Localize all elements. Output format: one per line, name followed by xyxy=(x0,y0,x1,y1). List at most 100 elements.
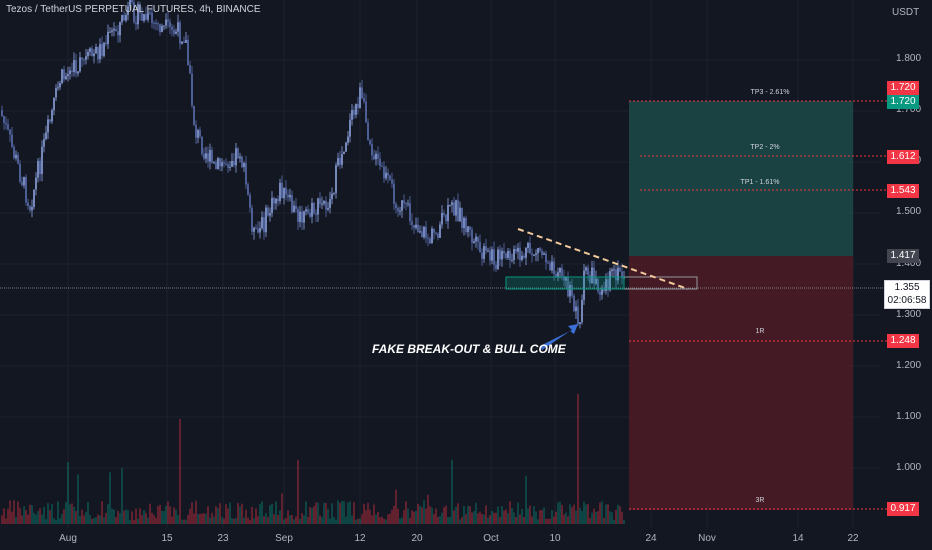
volume-bar xyxy=(79,515,81,524)
candle-body xyxy=(171,26,173,30)
volume-bar xyxy=(579,507,581,524)
volume-bar xyxy=(399,518,401,524)
volume-bar xyxy=(391,509,393,524)
candle-body xyxy=(537,248,539,254)
profit-zone[interactable] xyxy=(629,101,853,256)
candle-body xyxy=(121,15,123,23)
volume-bar xyxy=(567,516,569,524)
volume-bar xyxy=(621,511,623,524)
volume-bar xyxy=(159,504,161,524)
volume-bar xyxy=(361,514,363,524)
volume-bar xyxy=(99,515,101,524)
volume-bar xyxy=(385,519,387,524)
candle-body xyxy=(485,246,487,251)
volume-bar xyxy=(435,508,437,524)
volume-bar xyxy=(27,514,29,524)
candle-body xyxy=(557,272,559,277)
candle-body xyxy=(217,158,219,169)
volume-bar xyxy=(319,515,321,524)
candle-body xyxy=(259,228,261,233)
candle-body xyxy=(157,23,159,25)
volume-bar xyxy=(57,501,59,524)
candle-body xyxy=(229,166,231,168)
volume-bar xyxy=(263,516,265,524)
candle-body xyxy=(405,203,407,205)
volume-bar xyxy=(597,511,599,524)
volume-bar xyxy=(233,518,235,524)
volume-bar xyxy=(397,508,399,524)
candle-body xyxy=(389,175,391,180)
candle-body xyxy=(225,163,227,165)
candle-body xyxy=(469,226,471,230)
volume-bar xyxy=(93,517,95,524)
volume-bar xyxy=(201,513,203,524)
volume-bar xyxy=(525,475,527,524)
volume-bar xyxy=(71,503,73,524)
candle-body xyxy=(479,241,481,253)
candle-body xyxy=(147,12,149,20)
volume-bar xyxy=(455,506,457,524)
volume-bar xyxy=(601,501,603,524)
candle-body xyxy=(77,71,79,74)
candle-body xyxy=(343,151,345,155)
breakout-zone[interactable] xyxy=(505,276,625,290)
volume-bar xyxy=(477,513,479,524)
loss-zone[interactable] xyxy=(629,256,853,510)
volume-bar xyxy=(141,515,143,524)
time-tick: Sep xyxy=(275,533,293,544)
candle-body xyxy=(351,110,353,120)
candle-body xyxy=(561,268,563,277)
volume-bar xyxy=(431,507,433,524)
candle-body xyxy=(155,22,157,24)
volume-bar xyxy=(267,517,269,524)
volume-bar xyxy=(123,510,125,524)
candle-body xyxy=(507,251,509,258)
tp1-label: TP1 - 1.61% xyxy=(740,179,780,186)
candle-body xyxy=(51,110,53,122)
candle-body xyxy=(467,226,469,233)
volume-bar xyxy=(511,508,513,524)
volume-bar xyxy=(135,508,137,524)
candle-body xyxy=(91,48,93,57)
candle-body xyxy=(79,57,81,72)
volume-bar xyxy=(417,503,419,524)
volume-bar xyxy=(315,502,317,524)
candle-body xyxy=(323,200,325,204)
volume-bar xyxy=(145,512,147,524)
candle-body xyxy=(319,198,321,205)
candle-body xyxy=(357,104,359,108)
volume-bar xyxy=(617,504,619,524)
candle-body xyxy=(515,248,517,252)
candle-body xyxy=(197,130,199,138)
volume-bar xyxy=(537,519,539,524)
stop-price-tag: 1.248 xyxy=(887,334,919,348)
volume-bar xyxy=(51,504,53,524)
candle-body xyxy=(617,267,619,281)
candle-body xyxy=(93,53,95,57)
candle-body xyxy=(327,208,329,210)
candle-body xyxy=(87,51,89,57)
candle-body xyxy=(603,288,605,292)
candle-body xyxy=(439,224,441,238)
volume-bar xyxy=(363,503,365,524)
volume-bar xyxy=(297,460,299,524)
candle-body xyxy=(175,31,177,34)
price-tick: 1.200 xyxy=(896,360,922,371)
candle-body xyxy=(531,253,533,256)
tp2-price-tag: 1.612 xyxy=(887,150,919,164)
last-price-label: 1.355 02:06:58 xyxy=(884,280,930,309)
candle-body xyxy=(435,232,437,234)
descending-trendline[interactable] xyxy=(517,228,689,290)
volume-bar xyxy=(171,516,173,524)
volume-bar xyxy=(73,506,75,524)
candle-body xyxy=(297,208,299,222)
candle-body xyxy=(379,158,381,167)
volume-bar xyxy=(175,509,177,524)
candle-body xyxy=(173,29,175,34)
volume-bar xyxy=(415,510,417,524)
candle-body xyxy=(205,153,207,159)
volume-bar xyxy=(609,511,611,524)
volume-bar xyxy=(409,517,411,524)
